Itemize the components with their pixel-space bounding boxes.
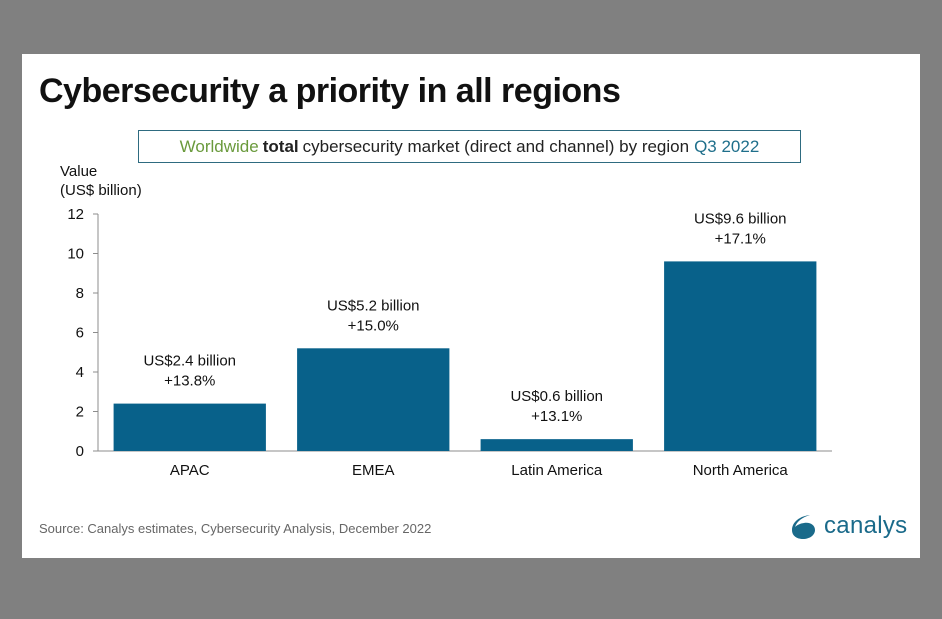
y-tick-label: 8 — [76, 285, 84, 302]
source-note: Source: Canalys estimates, Cybersecurity… — [39, 521, 432, 536]
y-axis-label-line1: Value — [60, 163, 98, 180]
data-label-value: US$2.4 billion — [143, 353, 236, 370]
bar-north-america — [664, 261, 817, 451]
y-tick-label: 6 — [76, 325, 84, 342]
y-axis-label-line2: (US$ billion) — [60, 182, 142, 199]
chart-subtitle: Worldwide total cybersecurity market (di… — [138, 130, 801, 163]
y-tick-label: 12 — [67, 206, 84, 223]
data-label-growth: +13.8% — [164, 373, 215, 390]
data-label-value: US$0.6 billion — [510, 388, 603, 405]
x-tick-label: North America — [693, 462, 789, 479]
bar-latin-america — [480, 439, 633, 451]
data-label-growth: +15.0% — [348, 317, 399, 334]
subtitle-worldwide: Worldwide — [179, 136, 259, 156]
chart-title: Cybersecurity a priority in all regions — [39, 72, 621, 110]
x-tick-label: Latin America — [511, 462, 603, 479]
x-tick-label: APAC — [170, 462, 210, 479]
subtitle-description: cybersecurity market (direct and channel… — [302, 136, 690, 156]
y-tick-label: 0 — [76, 443, 84, 460]
y-tick-label: 2 — [76, 404, 84, 421]
subtitle-period: Q3 2022 — [694, 136, 760, 156]
canalys-swoosh-icon — [792, 515, 815, 539]
bar-apac — [113, 403, 266, 451]
data-label-value: US$5.2 billion — [327, 297, 420, 314]
data-label-value: US$9.6 billion — [694, 210, 787, 227]
data-label-growth: +17.1% — [715, 230, 766, 247]
canalys-logo: canalys — [788, 512, 907, 540]
data-label-growth: +13.1% — [531, 408, 582, 425]
y-tick-label: 10 — [67, 246, 84, 263]
y-axis-label: Value (US$ billion) — [60, 162, 142, 200]
x-tick-label: EMEA — [352, 462, 395, 479]
y-tick-label: 4 — [76, 364, 84, 381]
canalys-logo-text: canalys — [824, 512, 908, 539]
bar-emea — [297, 348, 450, 451]
subtitle-total: total — [262, 136, 299, 156]
